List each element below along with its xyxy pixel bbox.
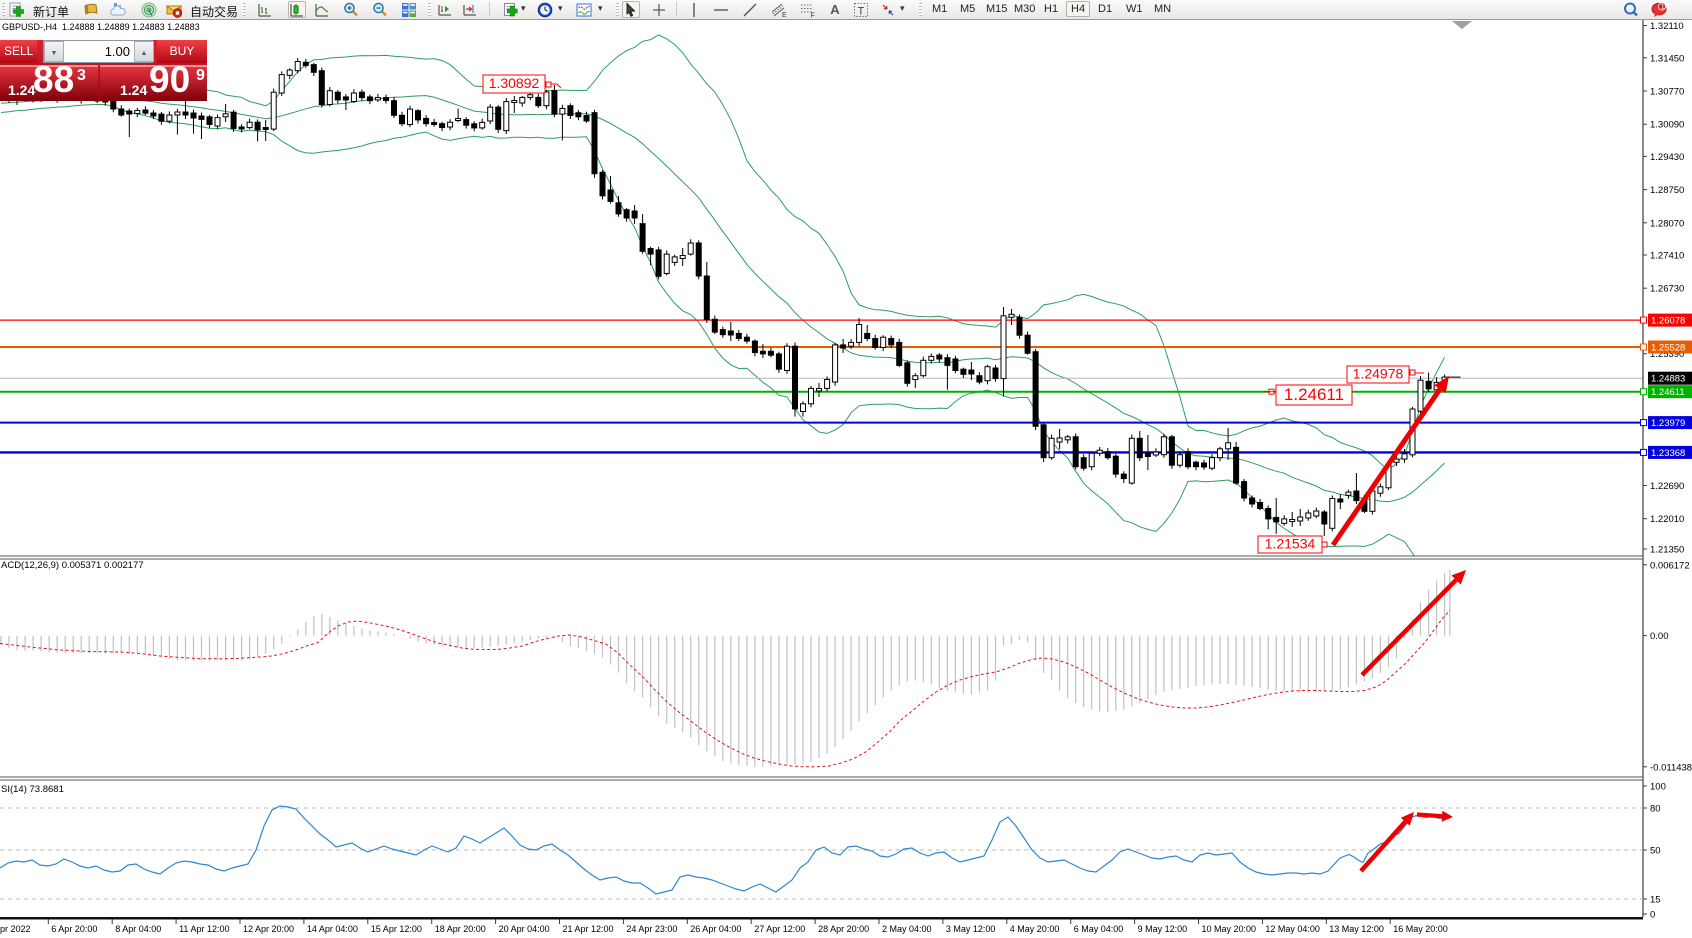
svg-text:8 Apr 04:00: 8 Apr 04:00 xyxy=(115,924,161,934)
svg-text:18 Apr 20:00: 18 Apr 20:00 xyxy=(435,924,486,934)
svg-text:15: 15 xyxy=(1650,895,1661,906)
svg-text:50: 50 xyxy=(1650,846,1661,857)
svg-text:1: 1 xyxy=(1661,4,1665,11)
svg-text:1.22010: 1.22010 xyxy=(1650,514,1684,525)
svg-text:1.27410: 1.27410 xyxy=(1650,251,1684,262)
svg-text:80: 80 xyxy=(1650,804,1661,815)
svg-text:11 Apr 12:00: 11 Apr 12:00 xyxy=(179,924,229,934)
svg-text:26 Apr 04:00: 26 Apr 04:00 xyxy=(690,924,741,934)
svg-text:1.26078: 1.26078 xyxy=(1651,316,1685,327)
svg-text:3 May 12:00: 3 May 12:00 xyxy=(946,924,996,934)
svg-text:E: E xyxy=(782,12,787,18)
svg-text:27 Apr 12:00: 27 Apr 12:00 xyxy=(754,924,805,934)
svg-text:1.24611: 1.24611 xyxy=(1284,385,1344,404)
svg-text:6 May 04:00: 6 May 04:00 xyxy=(1074,924,1124,934)
svg-text:16 May 20:00: 16 May 20:00 xyxy=(1393,924,1448,934)
svg-text:1.30892: 1.30892 xyxy=(489,75,540,91)
svg-text:GBPUSD-,H4 1.24888 1.24889 1.: GBPUSD-,H4 1.24888 1.24889 1.24883 1.248… xyxy=(2,22,200,32)
svg-text:1.23979: 1.23979 xyxy=(1651,418,1685,429)
svg-text:24 Apr 23:00: 24 Apr 23:00 xyxy=(626,924,677,934)
svg-text:1.31450: 1.31450 xyxy=(1650,53,1684,64)
svg-text:1.22690: 1.22690 xyxy=(1650,481,1684,492)
svg-text:1.21350: 1.21350 xyxy=(1650,545,1684,556)
svg-text:1.26730: 1.26730 xyxy=(1650,284,1684,295)
svg-text:0.00: 0.00 xyxy=(1650,631,1669,642)
svg-text:13 May 12:00: 13 May 12:00 xyxy=(1329,924,1384,934)
svg-text:1.24978: 1.24978 xyxy=(1353,366,1404,382)
svg-text:1.25390: 1.25390 xyxy=(1650,349,1684,360)
svg-text:14 Apr 04:00: 14 Apr 04:00 xyxy=(307,924,358,934)
svg-text:15 Apr 12:00: 15 Apr 12:00 xyxy=(371,924,422,934)
svg-text:1.28070: 1.28070 xyxy=(1650,218,1684,229)
svg-text:0.006172: 0.006172 xyxy=(1650,560,1690,571)
svg-text:2 May 04:00: 2 May 04:00 xyxy=(882,924,932,934)
svg-text:1.24883: 1.24883 xyxy=(1651,374,1685,385)
svg-text:4 May 20:00: 4 May 20:00 xyxy=(1010,924,1060,934)
svg-text:100: 100 xyxy=(1650,782,1666,793)
svg-text:21 Apr 12:00: 21 Apr 12:00 xyxy=(563,924,614,934)
svg-text:1.32110: 1.32110 xyxy=(1650,21,1684,32)
svg-text:-0.011438: -0.011438 xyxy=(1650,762,1692,773)
svg-text:T: T xyxy=(858,5,865,17)
svg-text:12 May 04:00: 12 May 04:00 xyxy=(1265,924,1320,934)
svg-text:6 Apr 20:00: 6 Apr 20:00 xyxy=(51,924,97,934)
svg-text:1.28750: 1.28750 xyxy=(1650,185,1684,196)
svg-text:F: F xyxy=(811,12,815,18)
svg-text:20 Apr 04:00: 20 Apr 04:00 xyxy=(499,924,550,934)
svg-text:pr 2022: pr 2022 xyxy=(0,924,31,934)
svg-text:1.23368: 1.23368 xyxy=(1651,448,1685,459)
svg-text:28 Apr 20:00: 28 Apr 20:00 xyxy=(818,924,869,934)
svg-text:10 May 20:00: 10 May 20:00 xyxy=(1202,924,1257,934)
svg-text:0: 0 xyxy=(1650,910,1655,921)
svg-text:1.30090: 1.30090 xyxy=(1650,120,1684,131)
svg-text:12 Apr 20:00: 12 Apr 20:00 xyxy=(243,924,294,934)
svg-text:9 May 12:00: 9 May 12:00 xyxy=(1138,924,1188,934)
svg-text:ACD(12,26,9) 0.005371 0.002177: ACD(12,26,9) 0.005371 0.002177 xyxy=(1,560,144,571)
svg-text:1.29430: 1.29430 xyxy=(1650,152,1684,163)
svg-text:1.21534: 1.21534 xyxy=(1265,536,1316,552)
svg-text:1.30770: 1.30770 xyxy=(1650,87,1684,98)
svg-text:SI(14) 73.8681: SI(14) 73.8681 xyxy=(1,784,64,795)
svg-text:1.25528: 1.25528 xyxy=(1651,343,1685,354)
svg-text:1.24611: 1.24611 xyxy=(1651,387,1685,398)
